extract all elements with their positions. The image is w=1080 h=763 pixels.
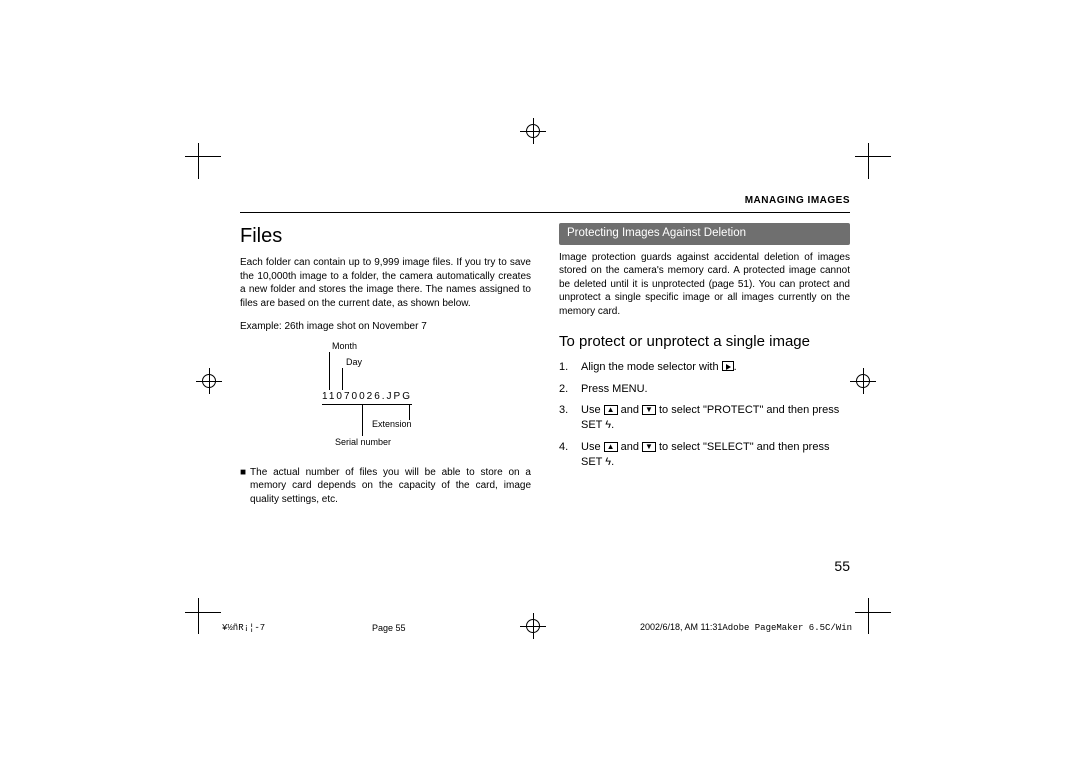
tick-month	[329, 352, 330, 390]
page-number: 55	[834, 558, 850, 574]
page-content: MANAGING IMAGES Files Each folder can co…	[240, 195, 850, 506]
reg-mark-left	[196, 368, 222, 394]
files-title: Files	[240, 223, 531, 250]
header-rule	[240, 212, 850, 213]
filename-text: 11070026.JPG	[322, 390, 412, 406]
filename-digits: 11070026	[322, 391, 382, 402]
step-text: Press MENU.	[581, 382, 648, 397]
step-text: Align the mode selector with .	[581, 360, 737, 375]
files-note: ■ The actual number of files you will be…	[240, 466, 531, 507]
step-num: 4.	[559, 440, 575, 471]
step-3: 3. Use ▲ and ▼ to select "PROTECT" and t…	[559, 403, 850, 434]
down-icon: ▼	[642, 405, 656, 415]
label-extension: Extension	[372, 418, 412, 430]
right-column: Protecting Images Against Deletion Image…	[559, 223, 850, 506]
play-icon	[722, 361, 734, 371]
label-serial: Serial number	[335, 436, 391, 448]
files-body: Each folder can contain up to 9,999 imag…	[240, 256, 531, 310]
footer-right: 2002/6/18, AM 11:31Adobe PageMaker 6.5C/…	[512, 622, 852, 633]
protect-body: Image protection guards against accident…	[559, 251, 850, 319]
left-column: Files Each folder can contain up to 9,99…	[240, 223, 531, 506]
note-bullet-icon: ■	[240, 466, 246, 507]
step-num: 1.	[559, 360, 575, 375]
step-4: 4. Use ▲ and ▼ to select "SELECT" and th…	[559, 440, 850, 471]
step-text: Use ▲ and ▼ to select "SELECT" and then …	[581, 440, 850, 471]
step-1: 1. Align the mode selector with .	[559, 360, 850, 375]
filename-ext: .JPG	[382, 391, 412, 402]
step-num: 3.	[559, 403, 575, 434]
reg-mark-right	[850, 368, 876, 394]
filename-diagram: Month Day 11070026.JPG Extension Serial …	[240, 340, 531, 458]
label-day: Day	[346, 356, 362, 368]
section-header: MANAGING IMAGES	[240, 195, 850, 206]
tick-day	[342, 368, 343, 390]
up-icon: ▲	[604, 442, 618, 452]
protect-steps: 1. Align the mode selector with . 2. Pre…	[559, 360, 850, 470]
example-label: Example: 26th image shot on November 7	[240, 320, 531, 334]
step-text: Use ▲ and ▼ to select "PROTECT" and then…	[581, 403, 850, 434]
note-text: The actual number of files you will be a…	[250, 466, 531, 507]
step-num: 2.	[559, 382, 575, 397]
footer-center: Page 55	[372, 623, 512, 633]
footer: ¥½ñR¡¦-7 Page 55 2002/6/18, AM 11:31Adob…	[222, 622, 852, 633]
protect-subhead: To protect or unprotect a single image	[559, 332, 850, 352]
down-icon: ▼	[642, 442, 656, 452]
footer-left: ¥½ñR¡¦-7	[222, 623, 372, 633]
step-2: 2. Press MENU.	[559, 382, 850, 397]
protect-section-bar: Protecting Images Against Deletion	[559, 223, 850, 245]
label-month: Month	[332, 340, 357, 352]
tick-serial	[362, 404, 363, 436]
up-icon: ▲	[604, 405, 618, 415]
reg-mark-top	[520, 118, 546, 144]
